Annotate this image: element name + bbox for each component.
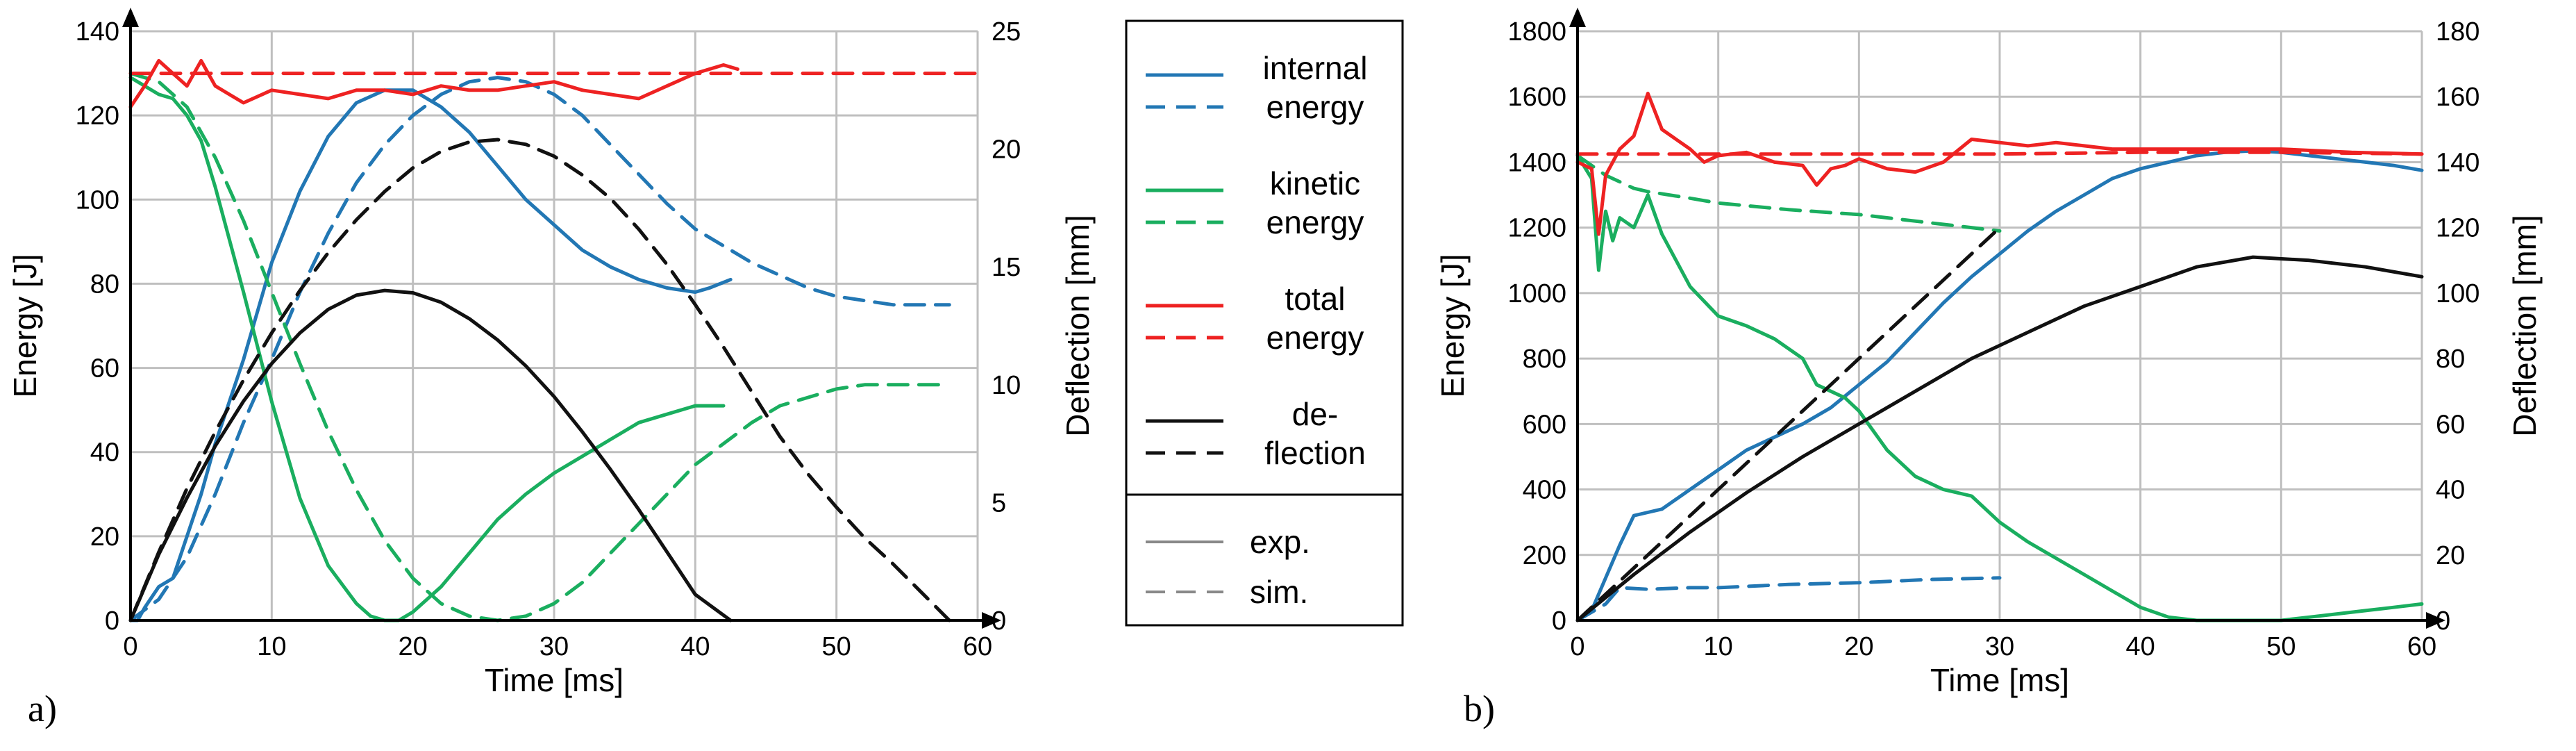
x-tick-label: 30 <box>1985 632 2014 661</box>
y-tick-label: 1600 <box>1507 83 1566 112</box>
y-tick-label: 40 <box>90 438 119 468</box>
y2-tick-label: 10 <box>992 371 1021 400</box>
y2-tick-label: 60 <box>2436 410 2465 439</box>
x-tick-label: 50 <box>822 632 851 661</box>
y-tick-label: 140 <box>76 17 119 47</box>
legend-label: flection <box>1264 435 1366 471</box>
x-tick-label: 0 <box>1570 632 1584 661</box>
x-tick-label: 40 <box>2126 632 2155 661</box>
legend-style-label: sim. <box>1250 574 1308 610</box>
y-tick-label: 1800 <box>1507 17 1566 47</box>
x-axis-label: Time [ms] <box>485 662 624 698</box>
x-tick-label: 0 <box>123 632 137 661</box>
y-axis-arrow-icon <box>1569 8 1586 27</box>
x-tick-label: 30 <box>540 632 569 661</box>
y-tick-label: 60 <box>90 354 119 383</box>
legend-label: kinetic <box>1270 165 1360 201</box>
chart-b: 0 10 20 30 40 50 60020040060080010001200140016… <box>1435 8 2543 729</box>
y-tick-label: 400 <box>1523 476 1566 505</box>
series-deflection_sim <box>128 138 951 622</box>
y2-tick-label: 0 <box>2436 606 2450 636</box>
series-total_exp <box>128 58 739 109</box>
y2-tick-label: 20 <box>992 135 1021 165</box>
y2-tick-label: 5 <box>992 488 1006 518</box>
legend-label: energy <box>1266 204 1364 240</box>
series-deflection_exp <box>1575 255 2424 622</box>
y2-axis-label: Deflection [mm] <box>1060 215 1096 437</box>
y-tick-label: 200 <box>1523 541 1566 570</box>
y2-tick-label: 40 <box>2436 476 2465 505</box>
y2-tick-label: 100 <box>2436 279 2479 308</box>
x-tick-label: 50 <box>2266 632 2295 661</box>
y-tick-label: 100 <box>76 185 119 215</box>
x-axis-label: Time [ms] <box>1930 662 2069 698</box>
y-tick-label: 600 <box>1523 410 1566 439</box>
y2-tick-label: 140 <box>2436 148 2479 177</box>
y-tick-label: 1400 <box>1507 148 1566 177</box>
y-axis-arrow-icon <box>122 8 139 27</box>
series-internal_sim <box>128 76 951 622</box>
series-deflection_sim <box>1575 226 2002 622</box>
legend-label: energy <box>1266 89 1364 125</box>
legend-style-label: exp. <box>1250 524 1310 560</box>
x-tick-label: 60 <box>2407 632 2436 661</box>
y2-tick-label: 15 <box>992 253 1021 282</box>
series-total_sim <box>1575 150 2424 156</box>
y2-tick-label: 80 <box>2436 345 2465 374</box>
legend-label: energy <box>1266 320 1364 356</box>
legend-label: de- <box>1292 396 1338 432</box>
y2-axis-label: Deflection [mm] <box>2507 215 2543 437</box>
y-tick-label: 800 <box>1523 345 1566 374</box>
x-tick-label: 40 <box>680 632 710 661</box>
panel-label: a) <box>28 688 57 729</box>
x-tick-label: 60 <box>963 632 992 661</box>
series-total_exp <box>1575 92 2424 236</box>
series-kinetic_sim <box>1575 154 2002 233</box>
series-internal_sim <box>1575 576 2002 622</box>
x-tick-label: 10 <box>257 632 286 661</box>
x-tick-label: 20 <box>1844 632 1873 661</box>
y-tick-label: 80 <box>90 270 119 299</box>
y-tick-label: 0 <box>105 606 119 636</box>
y-axis-label: Energy [J] <box>1435 254 1471 397</box>
y-tick-label: 1200 <box>1507 214 1566 243</box>
legend-label: total <box>1285 281 1346 317</box>
x-axis-arrow-icon <box>982 612 1001 629</box>
y-axis-label: Energy [J] <box>7 254 43 397</box>
y2-tick-label: 120 <box>2436 214 2479 243</box>
panel-label: b) <box>1464 688 1495 729</box>
x-axis-arrow-icon <box>2426 612 2445 629</box>
y2-tick-label: 25 <box>992 17 1021 47</box>
y2-tick-label: 20 <box>2436 541 2465 570</box>
y2-tick-label: 0 <box>992 606 1006 636</box>
y-tick-label: 120 <box>76 101 119 131</box>
legend: internalenergykineticenergytotalenergyde… <box>1125 19 1404 627</box>
legend-frame <box>1125 19 1404 627</box>
y-tick-label: 0 <box>1552 606 1566 636</box>
x-tick-label: 10 <box>1704 632 1733 661</box>
x-tick-label: 20 <box>399 632 428 661</box>
series-kinetic_sim <box>128 72 951 622</box>
y2-tick-label: 180 <box>2436 17 2479 47</box>
legend-label: internal <box>1263 50 1368 86</box>
y-tick-label: 1000 <box>1507 279 1566 308</box>
chart-a: 0 10 20 30 40 50 60020406080100120140051015202… <box>7 8 1096 729</box>
y2-tick-label: 160 <box>2436 83 2479 112</box>
series-deflection_exp <box>128 288 733 622</box>
y-tick-label: 20 <box>90 522 119 552</box>
